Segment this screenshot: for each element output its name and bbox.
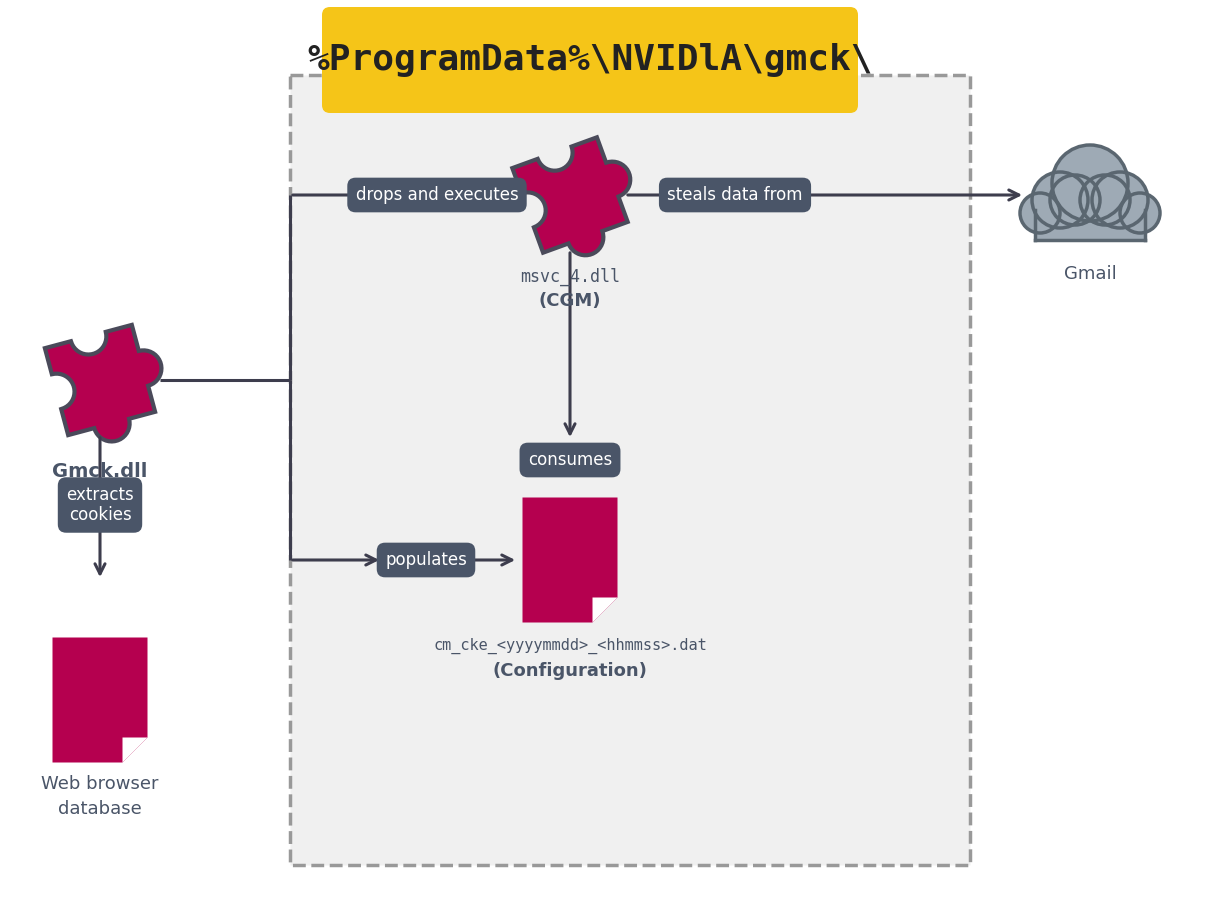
Polygon shape xyxy=(45,325,162,441)
Text: populates: populates xyxy=(385,551,467,569)
Circle shape xyxy=(1049,175,1100,225)
Text: msvc_4.dll: msvc_4.dll xyxy=(520,268,620,286)
Bar xyxy=(1035,210,1145,240)
Circle shape xyxy=(1080,175,1130,225)
Text: cm_cke_<yyyymmdd>_<hhmmss>.dat: cm_cke_<yyyymmdd>_<hhmmss>.dat xyxy=(433,638,706,654)
Text: Gmail: Gmail xyxy=(1064,265,1116,283)
Polygon shape xyxy=(512,137,630,255)
Text: Web browser
database: Web browser database xyxy=(41,775,159,818)
Polygon shape xyxy=(592,597,618,623)
Circle shape xyxy=(1092,172,1148,228)
Circle shape xyxy=(1032,172,1088,228)
FancyBboxPatch shape xyxy=(322,7,858,113)
Polygon shape xyxy=(123,737,147,763)
Text: consumes: consumes xyxy=(528,451,612,469)
Polygon shape xyxy=(52,637,147,763)
Text: (CGM): (CGM) xyxy=(539,292,601,310)
FancyBboxPatch shape xyxy=(289,75,970,865)
Text: extracts
cookies: extracts cookies xyxy=(66,486,134,525)
Circle shape xyxy=(1020,193,1060,233)
Text: Gmck.dll: Gmck.dll xyxy=(52,462,147,481)
Polygon shape xyxy=(523,498,618,623)
Text: %ProgramData%\NVIDlA\gmck\: %ProgramData%\NVIDlA\gmck\ xyxy=(308,43,873,77)
Text: (Configuration): (Configuration) xyxy=(492,662,647,680)
Text: drops and executes: drops and executes xyxy=(355,186,518,204)
Circle shape xyxy=(1120,193,1160,233)
Text: steals data from: steals data from xyxy=(668,186,803,204)
Circle shape xyxy=(1052,145,1128,221)
